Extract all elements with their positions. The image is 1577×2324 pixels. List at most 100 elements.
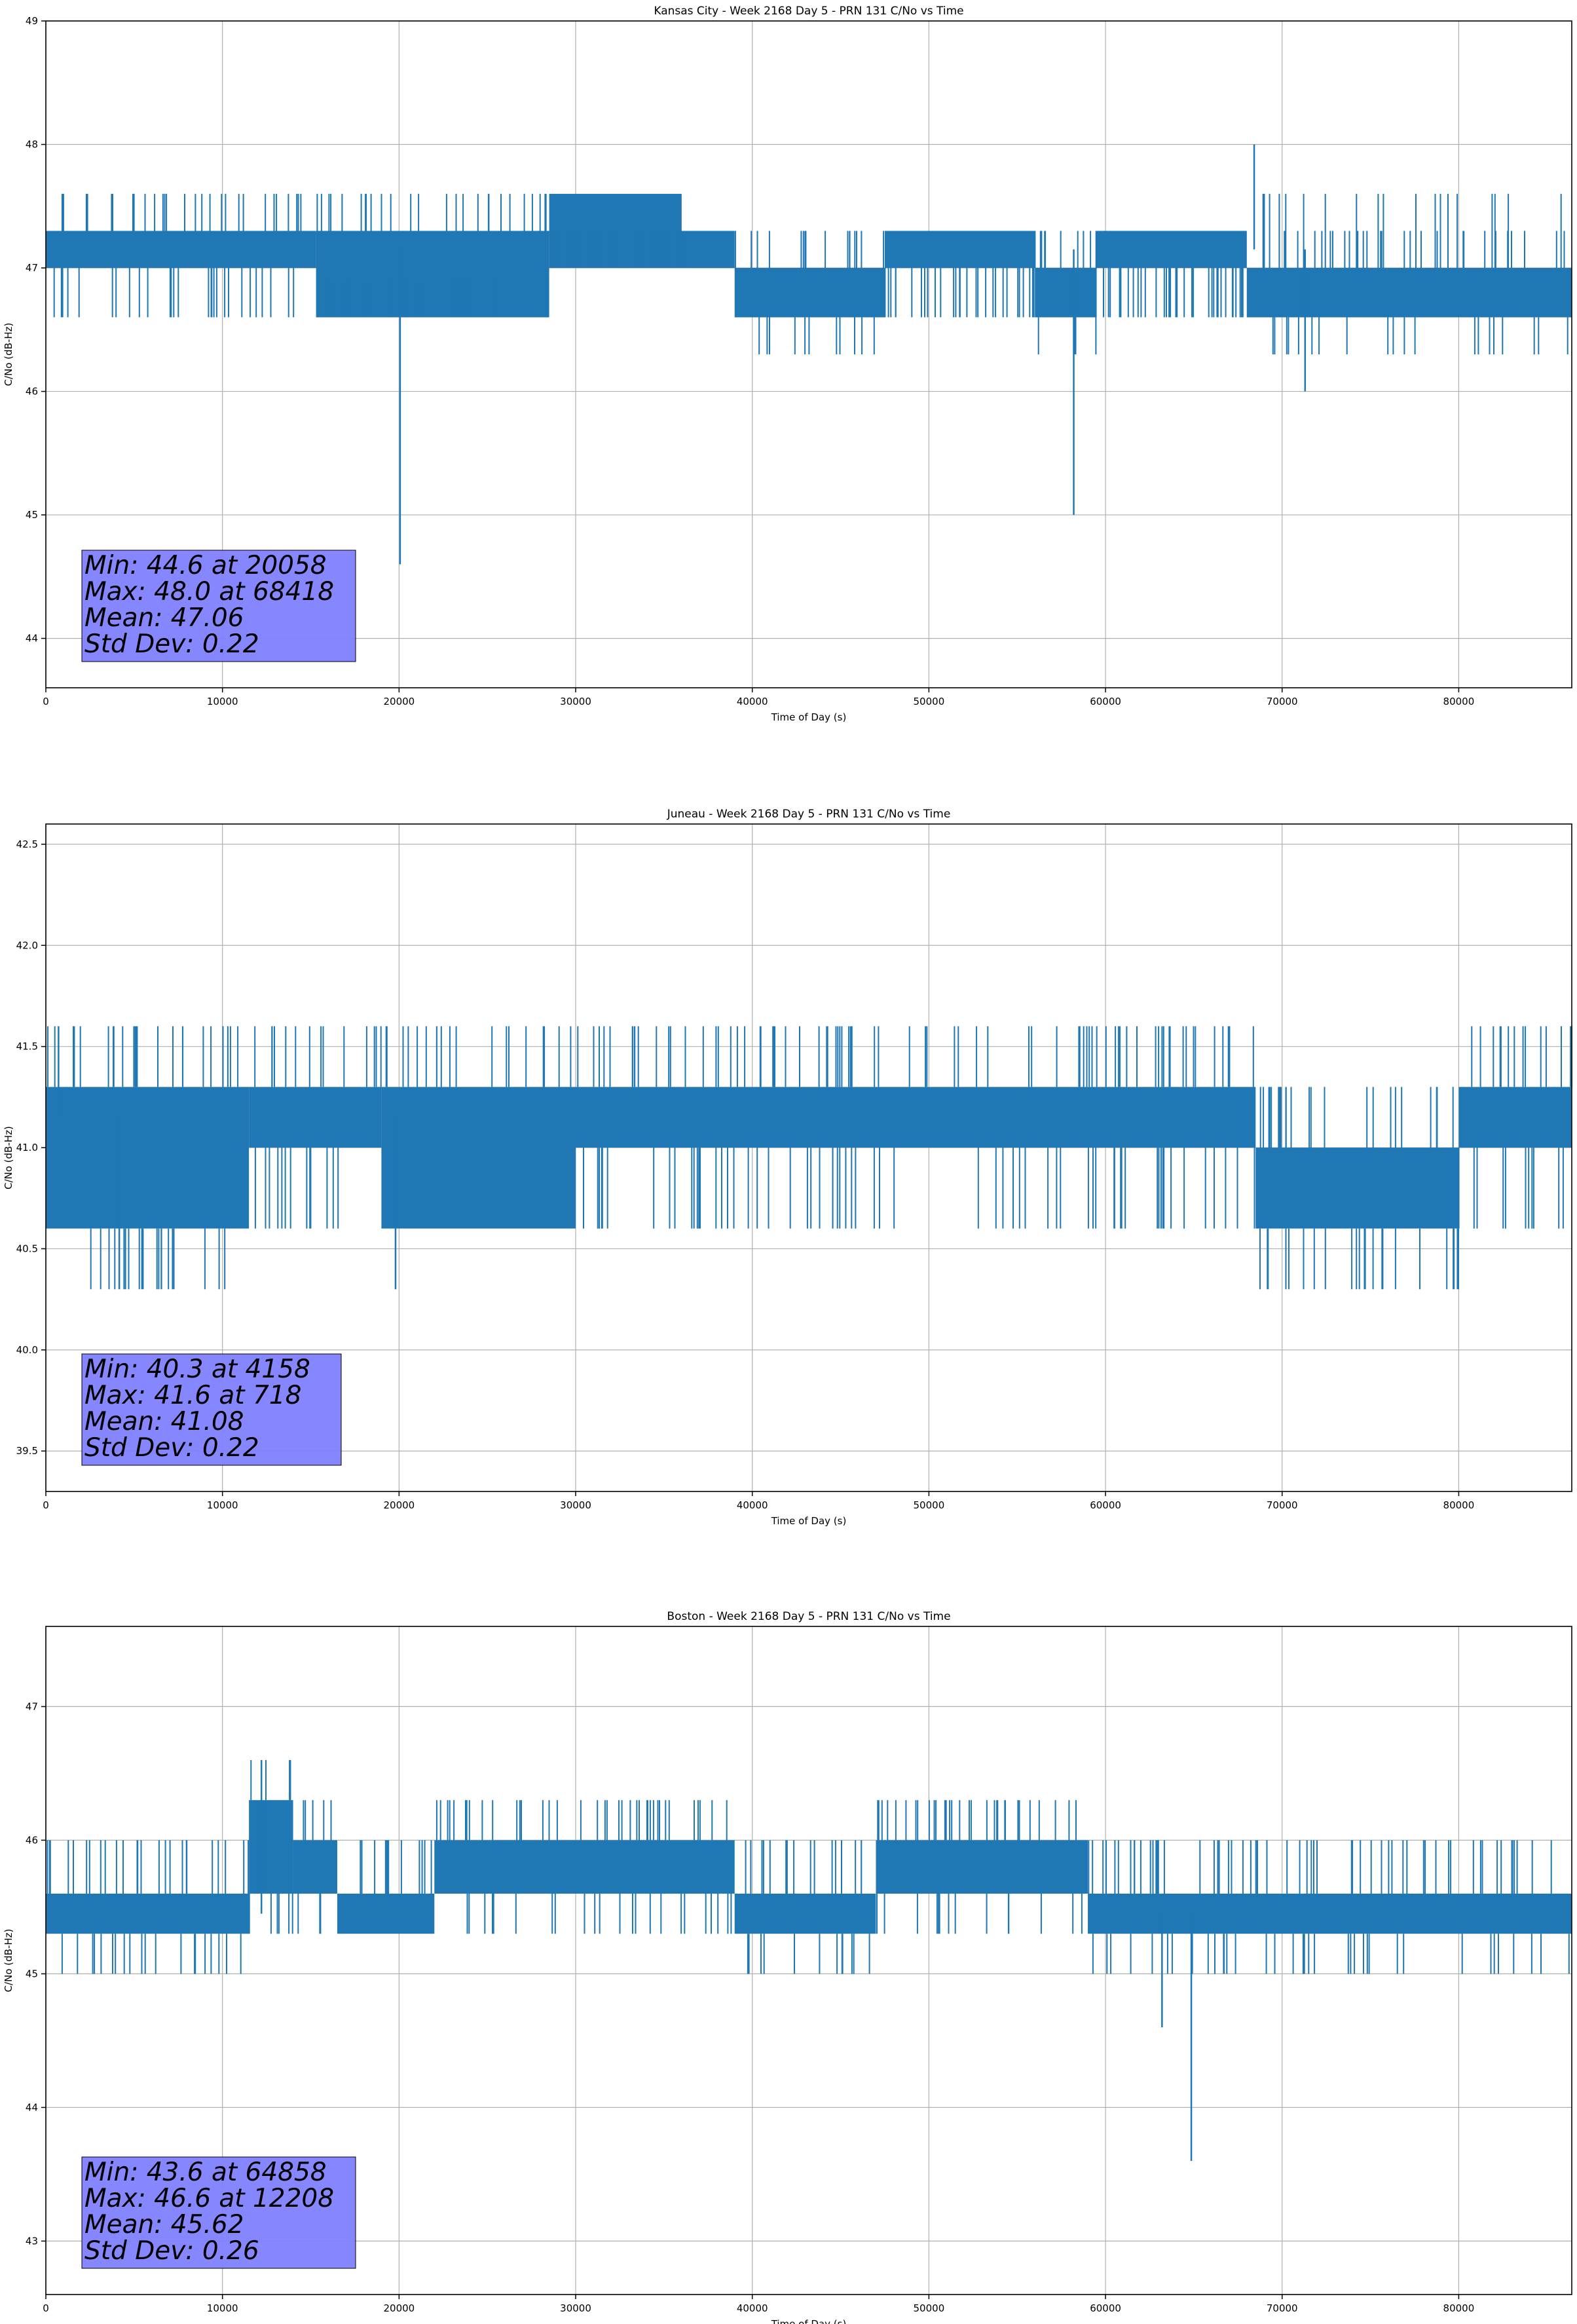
- y-tick-label: 43: [26, 2235, 38, 2247]
- y-tick-label: 47: [26, 262, 38, 274]
- data-flicker: [385, 1026, 572, 1087]
- y-tick-label: 41.0: [16, 1142, 38, 1153]
- x-tick-label: 10000: [207, 1499, 238, 1511]
- subplot-2: 0 10000 20000 30000 40000 50000 60000 70000 8000…: [3, 808, 1572, 1527]
- data-band: [316, 231, 549, 318]
- x-tick-label: 70000: [1267, 2302, 1298, 2314]
- stats-max-text: Max: 48.0 at 68418: [84, 577, 334, 607]
- y-tick-label: 46: [26, 1834, 38, 1846]
- data-band: [876, 1840, 1088, 1894]
- data-flicker: [316, 193, 547, 318]
- data-band: [734, 268, 885, 318]
- x-axis: 0 10000 20000 30000 40000 50000 60000 70000 8000…: [43, 688, 1474, 707]
- stats-min-text: Min: 40.3 at 4158: [84, 1355, 310, 1384]
- data-band: [1458, 1087, 1572, 1148]
- data-band: [576, 1087, 1132, 1148]
- y-tick-label: 45: [26, 1968, 38, 1979]
- data-flicker: [254, 1026, 382, 1229]
- x-tick-label: 30000: [560, 696, 591, 707]
- data-flicker: [551, 231, 682, 268]
- data-band: [249, 1087, 382, 1148]
- x-tick-label: 20000: [383, 696, 415, 707]
- x-tick-label: 60000: [1090, 2302, 1121, 2314]
- data-flicker: [745, 1840, 870, 1974]
- data-band: [46, 1087, 250, 1229]
- stats-std-text: Std Dev: 0.22: [84, 1433, 259, 1463]
- x-axis-label: Time of Day (s): [771, 1515, 847, 1527]
- stats-box-background: [81, 550, 356, 662]
- data-band: [1132, 1087, 1256, 1148]
- y-tick-label: 42.5: [16, 838, 38, 850]
- chart-title: Boston - Week 2168 Day 5 - PRN 131 C/No …: [667, 1610, 950, 1623]
- data-flicker: [1262, 193, 1568, 354]
- x-axis-label: Time of Day (s): [771, 2318, 847, 2324]
- stats-box-background: [81, 1353, 342, 1466]
- y-tick-label: 49: [26, 15, 38, 27]
- data-series: [46, 1760, 1572, 2161]
- axes-frame: [45, 1626, 1572, 2295]
- x-tick-label: 80000: [1443, 1499, 1475, 1511]
- y-axis: 44 45 46 47 48 49: [26, 15, 46, 645]
- data-band: [293, 1840, 337, 1894]
- subplot-3: 0 10000 20000 30000 40000 50000 60000 70000 8000…: [3, 1610, 1572, 2324]
- y-tick-label: 46: [26, 386, 38, 398]
- y-tick-label: 41.5: [16, 1041, 38, 1053]
- x-tick-label: 0: [43, 1499, 49, 1511]
- x-tick-label: 10000: [207, 696, 238, 707]
- data-flicker: [1103, 268, 1244, 318]
- data-flicker: [436, 1800, 732, 1934]
- data-flicker: [248, 1760, 293, 1934]
- data-flicker: [1259, 1087, 1459, 1290]
- data-flicker: [884, 268, 1035, 318]
- stats-max-text: Max: 46.6 at 12208: [84, 2184, 334, 2213]
- stats-box-background: [81, 2156, 356, 2269]
- data-flicker: [1458, 1026, 1572, 1229]
- x-tick-label: 30000: [560, 1499, 591, 1511]
- data-band: [381, 1087, 576, 1229]
- data-flicker: [734, 231, 885, 354]
- data-band: [1035, 268, 1097, 318]
- stats-mean-text: Mean: 41.08: [84, 1407, 244, 1436]
- x-axis: 0 10000 20000 30000 40000 50000 60000 70000 8000…: [43, 1491, 1474, 1511]
- stats-std-text: Std Dev: 0.26: [84, 2236, 259, 2266]
- data-flicker: [1088, 1840, 1570, 1974]
- y-axis-label: C/No (dB-Hz): [3, 1929, 14, 1993]
- data-series: [46, 144, 1572, 565]
- axes-frame: [45, 20, 1572, 688]
- y-axis-label: C/No (dB-Hz): [3, 1126, 14, 1190]
- data-flicker: [53, 193, 302, 318]
- x-tick-label: 50000: [914, 696, 945, 707]
- data-band: [46, 1894, 250, 1934]
- x-tick-label: 60000: [1090, 1499, 1121, 1511]
- chart-title: Juneau - Week 2168 Day 5 - PRN 131 C/No …: [667, 808, 951, 821]
- y-tick-label: 44: [26, 2101, 38, 2113]
- data-flicker: [1136, 1026, 1255, 1229]
- data-band: [249, 1800, 293, 1894]
- stats-mean-text: Mean: 47.06: [84, 603, 244, 633]
- x-tick-label: 50000: [914, 1499, 945, 1511]
- stats-std-text: Std Dev: 0.22: [84, 629, 259, 659]
- y-axis-label: C/No (dB-Hz): [3, 323, 14, 386]
- data-band: [1246, 268, 1572, 318]
- data-band: [681, 231, 735, 269]
- data-flicker: [577, 1026, 1128, 1229]
- data-band: [1096, 231, 1247, 269]
- data-band: [46, 231, 316, 269]
- y-tick-label: 40.5: [16, 1243, 38, 1254]
- data-band: [734, 1894, 876, 1934]
- y-axis: 43 44 45 46 47: [26, 1700, 46, 2247]
- data-flicker: [47, 1026, 239, 1290]
- x-tick-label: 80000: [1443, 2302, 1475, 2314]
- x-tick-label: 40000: [737, 1499, 768, 1511]
- stats-min-text: Min: 43.6 at 64858: [84, 2158, 327, 2187]
- data-flicker: [876, 1800, 1083, 1934]
- stats-mean-text: Mean: 45.62: [84, 2210, 244, 2240]
- data-flicker: [360, 1840, 432, 1894]
- x-tick-label: 40000: [737, 2302, 768, 2314]
- x-tick-label: 40000: [737, 696, 768, 707]
- y-tick-label: 44: [26, 633, 38, 645]
